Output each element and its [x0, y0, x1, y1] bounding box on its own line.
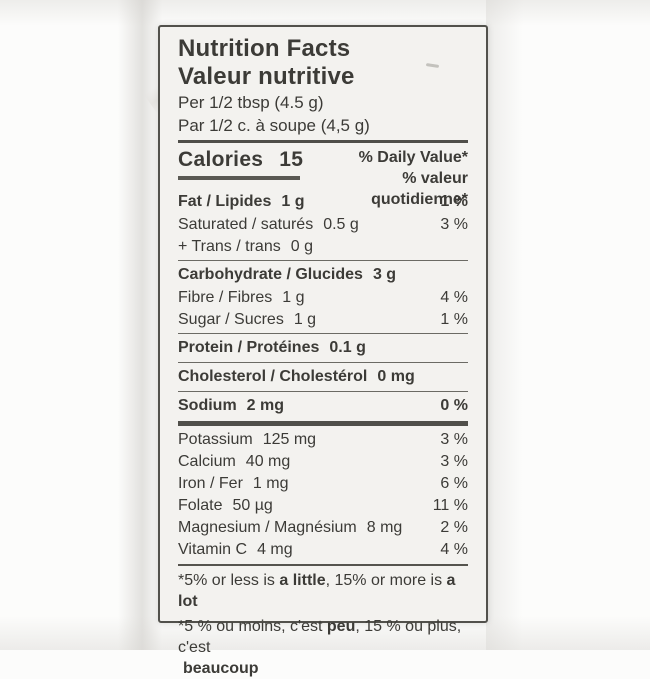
section-divider-thin: [178, 361, 468, 364]
footnote-emphasis: a lot: [178, 571, 456, 610]
nutrient-daily-value: 4 %: [440, 540, 468, 558]
nutrient-row: Folate 50 µg 11 %: [178, 495, 468, 517]
nutrient-name: Potassium: [178, 430, 253, 448]
footnote-text: , 15% or more is: [325, 571, 447, 589]
nutrient-amount: 1 g: [282, 288, 305, 306]
nutrition-facts-label: Nutrition Facts Valeur nutritive Per 1/2…: [158, 25, 488, 677]
nutrient-row: Saturated / saturés 0.5 g 3 %: [178, 214, 468, 236]
footnote-emphasis: peu: [326, 617, 356, 635]
nutrient-row: Sodium 2 mg 0 %: [178, 394, 468, 418]
footnote-emphasis: a little: [279, 571, 326, 589]
nutrient-name: Fat / Lipides: [178, 192, 272, 210]
nutrient-daily-value: 6 %: [440, 474, 468, 492]
calories-row: Calories 15 % Daily Value* % valeur quoti…: [178, 146, 468, 208]
background-texture-left: [118, 0, 162, 650]
serving-divider: [178, 140, 468, 143]
footnote-text: *5% or less is: [178, 571, 280, 589]
background-texture-right: [486, 0, 532, 650]
nutrient-amount: 50 µg: [232, 496, 273, 514]
section-divider-thin: [178, 332, 468, 334]
nutrient-row: + Trans / trans 0 g: [178, 236, 468, 258]
footnote-text: *5 % ou moins, c'est: [178, 617, 327, 635]
nutrient-row: Sugar / Sucres 1 g 1 %: [178, 309, 468, 331]
nutrient-daily-value: 0 %: [440, 397, 468, 415]
nutrient-daily-value: 4 %: [440, 288, 468, 306]
nutrient-row: Vitamin C 4 mg 4 %: [178, 539, 468, 561]
nutrient-daily-value: 3 %: [440, 215, 468, 233]
calories-value: 15: [279, 147, 304, 171]
nutrient-row: Carbohydrate / Glucides 3 g: [178, 263, 468, 287]
nutrient-name: Sodium: [178, 397, 237, 415]
nutrient-daily-value: 1 %: [440, 192, 468, 210]
daily-value-header: % Daily Value* % valeur quotidienne*: [303, 146, 468, 210]
nutrient-amount: 1 g: [281, 192, 305, 210]
nutrient-row: Cholesterol / Cholestérol 0 mg: [178, 365, 468, 389]
daily-value-header-french: % valeur quotidienne*: [371, 169, 468, 208]
nutrient-name: Vitamin C: [178, 540, 248, 558]
nutrient-row: Calcium 40 mg 3 %: [178, 451, 468, 473]
nutrient-row: Potassium 125 mg 3 %: [178, 429, 468, 451]
nutrient-row: Fat / Lipides 1 g 1 %: [178, 190, 468, 214]
nutrient-amount: 1 g: [293, 310, 317, 328]
serving-size-english: Per 1/2 tbsp (4.5 g): [178, 93, 324, 112]
section-divider-thick: [178, 421, 468, 426]
nutrient-amount: 0.5 g: [323, 215, 359, 233]
background-texture-top: [0, 0, 650, 26]
nutrient-row: Protein / Protéines 0.1 g: [178, 336, 468, 360]
nutrient-name: Saturated / saturés: [178, 215, 314, 233]
footnote-block: *5% or less is a little, 15% or more is …: [178, 570, 468, 679]
nutrient-name: + Trans / trans: [178, 237, 281, 255]
nutrient-sections: Fat / Lipides 1 g 1 % Saturated / saturés 0.…: [178, 190, 468, 566]
nutrient-amount: 40 mg: [245, 452, 291, 470]
nutrient-row: Iron / Fer 1 mg 6 %: [178, 473, 468, 495]
footnote-line: beaucoup: [178, 658, 468, 679]
nutrient-name: Folate: [178, 496, 223, 514]
nutrient-amount: 0 g: [290, 237, 313, 255]
nutrient-daily-value: 2 %: [440, 518, 468, 536]
title-english: Nutrition Facts: [178, 35, 351, 62]
nutrient-amount: 125 mg: [262, 430, 317, 448]
nutrient-name: Fibre / Fibres: [178, 288, 273, 306]
section-divider-thin: [178, 391, 468, 393]
calories-label: Calories: [178, 147, 264, 171]
nutrient-row: Magnesium / Magnésium 8 mg 2 %: [178, 517, 468, 539]
nutrient-name: Protein / Protéines: [178, 338, 320, 356]
nutrient-amount: 2 mg: [246, 397, 285, 415]
footnote-line: *5 % ou moins, c'est peu, 15 % ou plus, …: [178, 616, 468, 658]
nutrient-amount: 4 mg: [257, 540, 293, 558]
section-divider-medium: [178, 563, 468, 566]
nutrient-amount: 0.1 g: [329, 338, 366, 356]
nutrient-name: Magnesium / Magnésium: [178, 518, 357, 536]
footnote-emphasis: beaucoup: [183, 659, 259, 677]
nutrient-daily-value: 3 %: [440, 430, 468, 448]
section-divider-thin: [178, 259, 468, 261]
calories-block: Calories 15: [178, 146, 303, 180]
nutrient-amount: 0 mg: [377, 368, 415, 386]
nutrient-amount: 8 mg: [366, 518, 403, 536]
nutrient-daily-value: 3 %: [440, 452, 468, 470]
nutrient-amount: 3 g: [372, 265, 397, 283]
footnote-line: *5% or less is a little, 15% or more is …: [178, 570, 468, 612]
nutrient-daily-value: 1 %: [440, 310, 468, 328]
nutrient-name: Sugar / Sucres: [178, 310, 284, 328]
title-french: Valeur nutritive: [178, 63, 355, 90]
nutrient-daily-value: 11 %: [432, 496, 468, 514]
nutrient-name: Cholesterol / Cholestérol: [178, 368, 368, 386]
serving-size-french: Par 1/2 c. à soupe (4,5 g): [178, 116, 370, 135]
nutrient-name: Carbohydrate / Glucides: [178, 265, 363, 283]
daily-value-header-english: % Daily Value*: [358, 148, 468, 166]
nutrient-name: Iron / Fer: [178, 474, 243, 492]
nutrient-row: Fibre / Fibres 1 g 4 %: [178, 287, 468, 309]
calories-underline: [178, 175, 300, 180]
nutrient-name: Calcium: [178, 452, 236, 470]
nutrient-amount: 1 mg: [252, 474, 289, 492]
